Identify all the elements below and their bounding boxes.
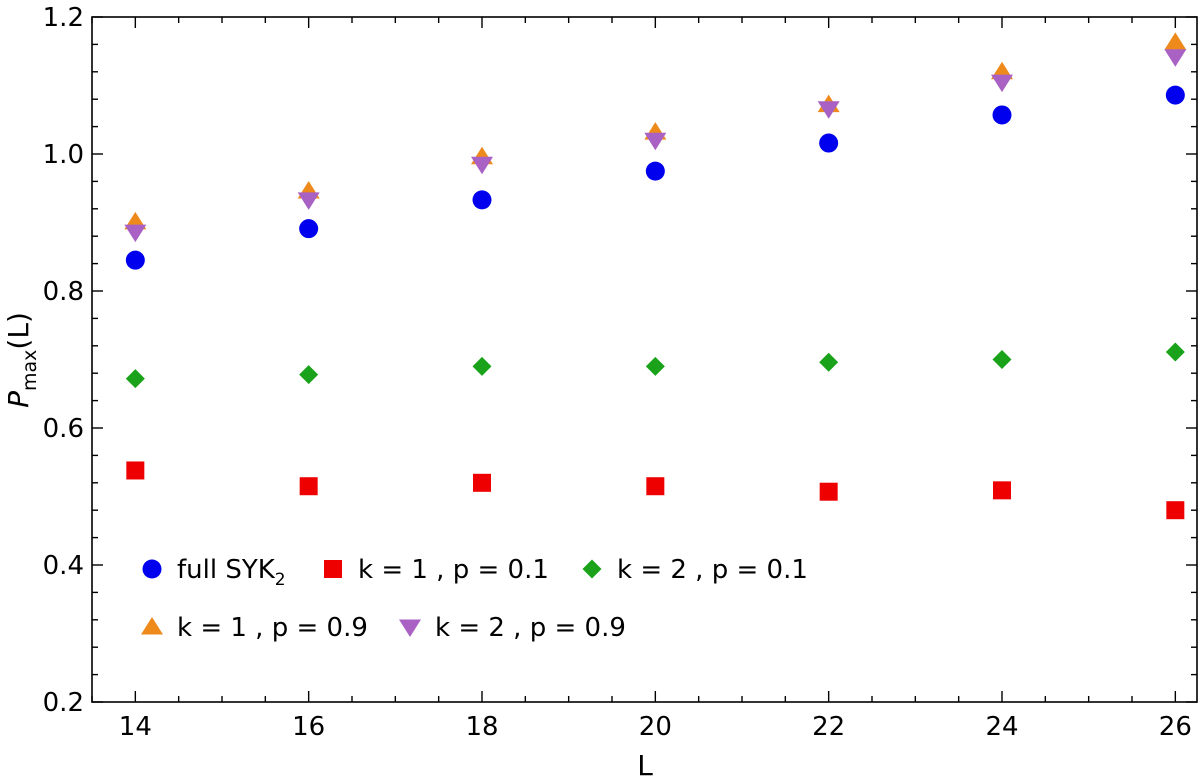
x-tick-label: 14 [119, 712, 152, 742]
data-point [646, 477, 665, 496]
x-tick-label: 16 [292, 712, 325, 742]
y-tick-label: 0.4 [43, 551, 84, 581]
legend-label: k = 1 , p = 0.1 [358, 555, 549, 585]
data-point [124, 224, 147, 243]
data-point [992, 105, 1012, 125]
y-tick-label: 1.2 [43, 3, 84, 33]
axis-tick-labels: 14 16 18 20 22 24 26 0.2 0.4 0.6 0.8 1.0 1.2 [43, 3, 1192, 742]
x-tick-label: 18 [465, 712, 498, 742]
series-4 [124, 32, 1187, 230]
data-point [817, 101, 840, 119]
y-tick-label: 1.0 [43, 140, 84, 170]
y-axis-title-tail: (L) [2, 312, 35, 349]
legend: full SYK2 k = 1 , p = 0.1 k = 2 , p = 0.1 k… [141, 555, 808, 643]
data-point [125, 250, 145, 270]
data-point [126, 461, 145, 480]
data-point [991, 74, 1013, 93]
y-axis-title-sub: max [19, 350, 41, 391]
series-2 [126, 461, 1185, 520]
data-point [645, 356, 665, 376]
data-point [819, 133, 839, 153]
data-point [473, 473, 491, 492]
data-point [992, 350, 1012, 369]
data-point [645, 161, 665, 181]
x-tick-label: 26 [1159, 712, 1192, 742]
data-point [1164, 49, 1187, 67]
data-point [819, 482, 838, 501]
legend-label: k = 2 , p = 0.9 [435, 613, 626, 643]
data-point [299, 219, 319, 239]
data-point [471, 156, 493, 175]
y-axis-title-main: P [2, 391, 35, 408]
legend-label: k = 2 , p = 0.1 [617, 555, 808, 585]
legend-label: full SYK2 [177, 555, 286, 590]
legend-marker [142, 559, 162, 579]
data-point [1164, 32, 1187, 50]
legend-marker [582, 559, 602, 579]
data-point [993, 481, 1011, 500]
data-point [299, 477, 318, 496]
series-5 [124, 49, 1187, 243]
data-point [472, 356, 492, 376]
series-1 [125, 85, 1185, 270]
plot-frame [91, 16, 1198, 703]
x-tick-label: 20 [639, 712, 672, 742]
y-tick-label: 0.8 [43, 277, 84, 307]
data-point [1166, 501, 1185, 520]
data-point [819, 352, 839, 372]
series-3 [125, 342, 1185, 389]
x-axis-title: L [637, 749, 653, 782]
data-point [125, 369, 145, 389]
y-tick-label: 0.6 [43, 414, 84, 444]
legend-marker [141, 617, 163, 635]
data-point [1165, 85, 1185, 105]
data-point [644, 132, 667, 151]
data-point [299, 365, 319, 385]
x-tick-label: 24 [985, 712, 1018, 742]
data-points [124, 32, 1187, 520]
x-tick-label: 22 [812, 712, 845, 742]
data-point [472, 190, 492, 210]
data-point [297, 192, 320, 210]
legend-marker [399, 619, 421, 637]
data-point [1165, 342, 1185, 362]
legend-label: k = 1 , p = 0.9 [177, 613, 368, 643]
axis-ticks [91, 16, 1197, 703]
legend-marker [324, 560, 342, 578]
y-axis-title: Pmax(L) [2, 312, 41, 408]
y-tick-label: 0.2 [43, 688, 84, 718]
